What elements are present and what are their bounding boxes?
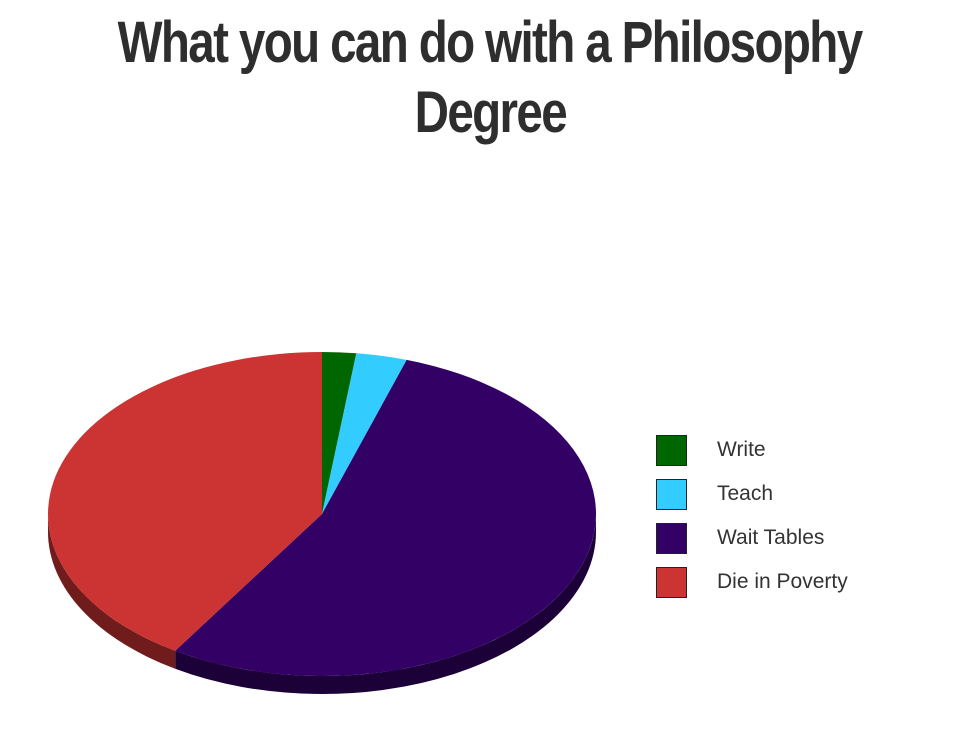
slice-teach	[322, 353, 407, 514]
legend-item: Wait Tables	[656, 516, 848, 560]
legend-item: Teach	[656, 472, 848, 516]
legend-swatch	[656, 566, 687, 598]
legend-label: Die in Poverty	[717, 570, 848, 593]
slice-wait-tables	[175, 359, 596, 676]
title-line-1: What you can do with a Philosophy	[118, 10, 864, 75]
legend-label: Teach	[717, 482, 774, 505]
legend-swatch	[656, 522, 687, 554]
slice-side-wait-tables	[175, 514, 596, 695]
legend-label: Wait Tables	[717, 526, 825, 549]
slice-side-die-in-poverty	[48, 514, 176, 669]
chart-title: What you can do with a Philosophy Degree	[0, 8, 980, 148]
legend-swatch	[656, 434, 687, 466]
legend: Write Teach Wait Tables Die in Poverty	[656, 428, 848, 604]
title-line-2: Degree	[414, 80, 567, 145]
legend-item: Die in Poverty	[656, 560, 848, 604]
legend-label: Write	[717, 438, 766, 461]
slice-write	[322, 352, 357, 514]
slice-die-in-poverty	[48, 352, 322, 651]
legend-swatch	[656, 478, 687, 510]
legend-item: Write	[656, 428, 848, 472]
